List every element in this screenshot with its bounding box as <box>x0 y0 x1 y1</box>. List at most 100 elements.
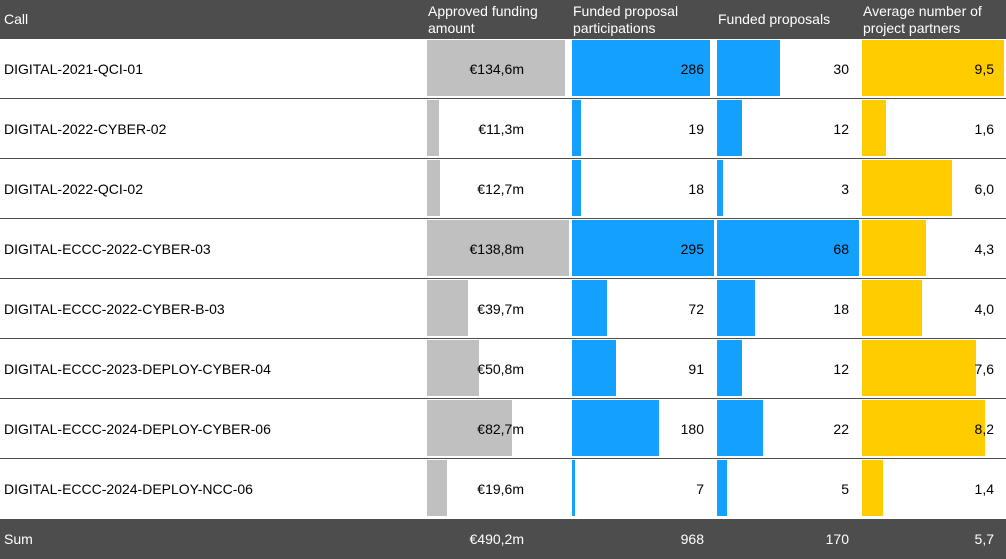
participations-bar <box>572 460 575 516</box>
footer-funding-total: €490,2m <box>469 531 524 547</box>
partners-bar <box>862 100 886 156</box>
participations-bar <box>572 160 581 216</box>
header-funding-line1: Approved funding <box>428 3 538 19</box>
proposals-value: 30 <box>833 61 849 77</box>
partners-bar <box>862 400 985 456</box>
funding-bar <box>427 340 479 396</box>
funding-value: €19,6m <box>477 481 524 497</box>
call-label: DIGITAL-ECCC-2022-CYBER-03 <box>4 241 211 257</box>
header-proposals: Funded proposals <box>718 11 831 27</box>
participations-value: 286 <box>680 61 704 77</box>
partners-value: 7,6 <box>974 361 994 377</box>
participations-value: 72 <box>688 301 704 317</box>
header-participations-line2: participations <box>573 20 656 36</box>
row-divider <box>0 398 1006 399</box>
partners-value: 6,0 <box>974 181 994 197</box>
header-funding-line2: amount <box>428 20 475 36</box>
call-label: DIGITAL-ECCC-2024-DEPLOY-CYBER-06 <box>4 421 271 437</box>
participations-value: 180 <box>680 421 704 437</box>
participations-bar <box>572 340 616 396</box>
funding-bar <box>427 280 468 336</box>
footer-label: Sum <box>4 531 33 547</box>
partners-value: 9,5 <box>974 61 994 77</box>
partners-value: 8,2 <box>974 421 994 437</box>
partners-bar <box>862 220 926 276</box>
partners-bar <box>862 160 952 216</box>
header-participations-line1: Funded proposal <box>573 3 679 19</box>
footer-proposals-total: 170 <box>825 531 849 547</box>
header-participations: Funded proposal participations <box>573 3 678 37</box>
header-partners-line2: project partners <box>863 20 961 36</box>
call-label: DIGITAL-2022-CYBER-02 <box>4 121 167 137</box>
footer-partners-total: 5,7 <box>974 531 994 547</box>
participations-value: 19 <box>688 121 704 137</box>
funding-value: €39,7m <box>477 301 524 317</box>
funding-value: €11,3m <box>478 121 524 137</box>
call-label: DIGITAL-ECCC-2024-DEPLOY-NCC-06 <box>4 481 253 497</box>
table-row: DIGITAL-ECCC-2022-CYBER-B-03 €39,7m 72 18 4,… <box>0 279 1006 339</box>
row-divider <box>0 278 1006 279</box>
table-footer: Sum €490,2m 968 170 5,7 <box>0 519 1006 559</box>
header-partners: Average number of project partners <box>863 3 982 37</box>
funding-value: €12,7m <box>477 181 524 197</box>
call-label: DIGITAL-2021-QCI-01 <box>4 61 144 77</box>
footer-participations-total: 968 <box>680 531 704 547</box>
proposals-bar <box>717 40 780 96</box>
funding-value: €82,7m <box>477 421 524 437</box>
partners-value: 1,6 <box>974 121 994 137</box>
partners-bar <box>862 340 976 396</box>
funding-bar <box>427 40 565 96</box>
partners-value: 1,4 <box>974 481 994 497</box>
table-row: DIGITAL-ECCC-2023-DEPLOY-CYBER-04 €50,8m 9… <box>0 339 1006 399</box>
funding-value: €50,8m <box>477 361 524 377</box>
proposals-value: 12 <box>833 121 849 137</box>
proposals-bar <box>717 160 723 216</box>
call-label: DIGITAL-ECCC-2023-DEPLOY-CYBER-04 <box>4 361 271 377</box>
participations-bar <box>572 220 714 276</box>
proposals-value: 3 <box>841 181 849 197</box>
proposals-bar <box>717 220 859 276</box>
participations-value: 18 <box>688 181 704 197</box>
table-row: DIGITAL-ECCC-2022-CYBER-03 €138,8m 295 68 4,… <box>0 219 1006 279</box>
funding-value: €138,8m <box>469 241 524 257</box>
partners-bar <box>862 40 1004 96</box>
partners-bar <box>862 280 922 336</box>
participations-value: 91 <box>688 361 704 377</box>
proposals-value: 22 <box>833 421 849 437</box>
funding-bar <box>427 100 439 156</box>
header-call: Call <box>4 11 29 27</box>
participations-bar <box>572 400 659 456</box>
participations-value: 7 <box>696 481 704 497</box>
row-divider <box>0 218 1006 219</box>
proposals-value: 68 <box>833 241 849 257</box>
proposals-bar <box>717 280 755 336</box>
proposals-bar <box>717 340 742 396</box>
row-divider <box>0 158 1006 159</box>
row-divider <box>0 338 1006 339</box>
header-funding: Approved funding amount <box>428 3 538 37</box>
table-header: Call Approved funding amount Funded prop… <box>0 0 1006 39</box>
participations-bar <box>572 40 710 96</box>
proposals-bar <box>717 460 727 516</box>
row-divider <box>0 458 1006 459</box>
partners-value: 4,0 <box>974 301 994 317</box>
participations-value: 295 <box>680 241 704 257</box>
row-divider <box>0 98 1006 99</box>
table-row: DIGITAL-ECCC-2024-DEPLOY-NCC-06 €19,6m 7 5 1… <box>0 459 1006 519</box>
table-row: DIGITAL-2022-CYBER-02 €11,3m 19 12 1,6 <box>0 99 1006 159</box>
header-partners-line1: Average number of <box>863 3 982 19</box>
call-label: DIGITAL-2022-QCI-02 <box>4 181 144 197</box>
proposals-value: 12 <box>833 361 849 377</box>
funding-value: €134,6m <box>469 61 524 77</box>
participations-bar <box>572 100 581 156</box>
call-label: DIGITAL-ECCC-2022-CYBER-B-03 <box>4 301 225 317</box>
table-row: DIGITAL-ECCC-2024-DEPLOY-CYBER-06 €82,7m 1… <box>0 399 1006 459</box>
funding-bar <box>427 400 512 456</box>
table-row: DIGITAL-2022-QCI-02 €12,7m 18 3 6,0 <box>0 159 1006 219</box>
funding-bar <box>427 160 440 216</box>
proposals-bar <box>717 400 763 456</box>
funding-bar <box>427 220 569 276</box>
funding-bar <box>427 460 447 516</box>
partners-value: 4,3 <box>974 241 994 257</box>
